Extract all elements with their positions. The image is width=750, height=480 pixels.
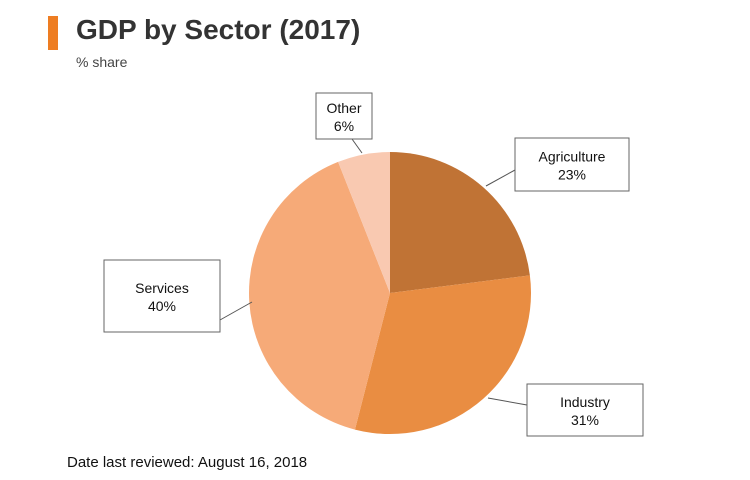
date-last-reviewed: Date last reviewed: August 16, 2018 <box>67 454 308 471</box>
callout-box <box>514 137 630 192</box>
pie-slice-industry <box>354 275 531 434</box>
pie-slice-other <box>338 152 390 293</box>
callout-leader-line <box>351 138 363 154</box>
slice-value-label: 31% <box>571 412 599 428</box>
title-accent-bar <box>48 16 58 50</box>
callout-agriculture: Agriculture 23% <box>485 137 630 192</box>
pie-chart: Agriculture 23% Industry 31% Services 40% Othe… <box>103 92 644 437</box>
slice-label: Agriculture <box>539 149 606 165</box>
callout-services: Services 40% <box>103 259 253 333</box>
slice-value-label: 40% <box>148 298 176 314</box>
callout-leader-line <box>485 169 516 187</box>
pie-slice-agriculture <box>390 152 530 293</box>
slice-label: Industry <box>560 394 610 410</box>
slice-value-label: 6% <box>334 118 354 134</box>
callout-box <box>103 259 221 333</box>
callout-leader-line <box>487 397 528 406</box>
slice-label: Other <box>326 100 361 116</box>
callout-other: Other 6% <box>315 92 373 154</box>
callout-leader-line <box>219 301 253 321</box>
slice-value-label: 23% <box>558 167 586 183</box>
pie-slice-services <box>248 161 390 430</box>
chart-subtitle: % share <box>76 54 128 70</box>
chart-title: GDP by Sector (2017) <box>76 14 361 45</box>
callout-box <box>526 383 644 437</box>
callout-box <box>315 92 373 140</box>
callout-industry: Industry 31% <box>487 383 644 437</box>
slice-label: Services <box>135 280 189 296</box>
